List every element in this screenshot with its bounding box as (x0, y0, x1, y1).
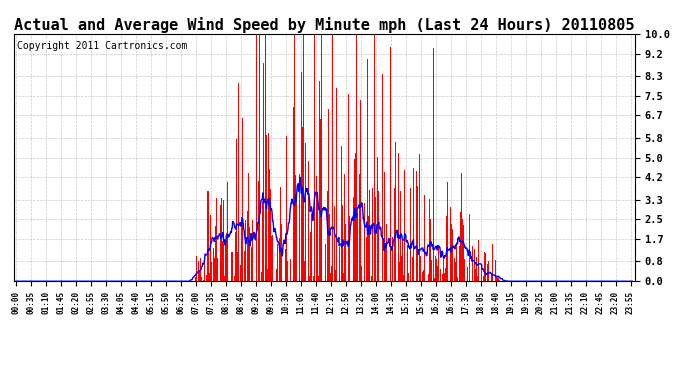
Title: Actual and Average Wind Speed by Minute mph (Last 24 Hours) 20110805: Actual and Average Wind Speed by Minute … (14, 16, 635, 33)
Text: Copyright 2011 Cartronics.com: Copyright 2011 Cartronics.com (17, 41, 187, 51)
